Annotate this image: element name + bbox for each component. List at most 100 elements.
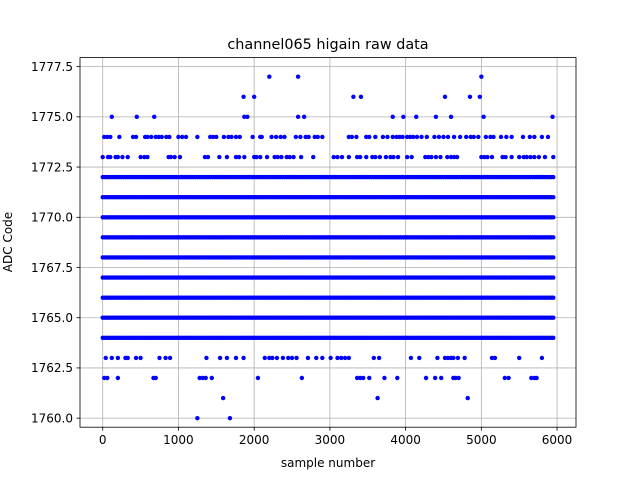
y-tick-label: 1762.5 xyxy=(31,361,73,375)
data-point xyxy=(258,154,263,160)
data-point xyxy=(109,114,115,120)
data-point xyxy=(270,355,275,361)
y-axis-label: ADC Code xyxy=(1,212,15,272)
data-point xyxy=(464,134,469,140)
data-point xyxy=(441,134,446,140)
data-point xyxy=(371,355,377,361)
data-point xyxy=(205,154,211,160)
data-point xyxy=(433,114,439,120)
x-tick-label: 0 xyxy=(99,433,107,447)
data-point xyxy=(423,154,428,160)
data-point xyxy=(551,295,556,300)
data-point xyxy=(102,134,107,140)
data-point xyxy=(279,154,284,160)
data-point xyxy=(498,134,504,140)
data-point xyxy=(509,134,514,140)
data-point xyxy=(120,154,125,160)
data-point xyxy=(242,154,247,160)
data-point xyxy=(502,375,508,381)
data-point xyxy=(197,375,202,381)
x-tick-label: 2000 xyxy=(239,433,270,447)
data-point xyxy=(177,154,183,160)
data-point xyxy=(203,375,208,381)
data-point xyxy=(259,134,264,140)
data-point xyxy=(267,74,272,79)
data-point xyxy=(471,134,476,140)
data-point xyxy=(157,355,162,361)
data-point xyxy=(435,355,440,361)
data-point xyxy=(349,134,355,140)
data-point xyxy=(224,355,230,361)
data-point xyxy=(532,134,537,140)
data-point xyxy=(204,355,209,361)
data-point xyxy=(509,154,514,160)
data-point xyxy=(433,154,439,160)
data-point xyxy=(108,154,113,160)
data-point xyxy=(287,154,292,160)
data-point xyxy=(284,154,289,160)
data-point xyxy=(133,355,139,361)
data-point xyxy=(168,154,174,160)
data-point xyxy=(542,154,548,160)
data-point xyxy=(503,154,508,160)
data-point xyxy=(551,235,556,240)
data-point xyxy=(432,134,437,140)
data-point xyxy=(361,375,366,381)
data-point xyxy=(426,154,431,160)
x-axis-ticks: 0 1000 2000 3000 4000 5000 6000 xyxy=(99,427,572,447)
data-point xyxy=(517,154,522,160)
data-point xyxy=(358,94,364,99)
data-point xyxy=(400,134,405,140)
data-point xyxy=(109,355,115,361)
data-point xyxy=(251,94,257,99)
y-tick-label: 1777.5 xyxy=(31,60,73,74)
data-point xyxy=(395,154,401,160)
data-point xyxy=(476,134,481,140)
data-point xyxy=(551,335,556,341)
data-point xyxy=(479,74,484,79)
data-point xyxy=(267,355,272,361)
data-point xyxy=(483,134,489,140)
data-point xyxy=(527,134,533,140)
y-tick-label: 1765.0 xyxy=(31,311,73,325)
data-point xyxy=(445,134,451,140)
data-point xyxy=(145,154,150,160)
data-point xyxy=(236,154,242,160)
data-point xyxy=(176,134,181,140)
data-point xyxy=(373,154,378,160)
data-point xyxy=(445,355,451,361)
data-point xyxy=(536,154,542,160)
data-point xyxy=(241,355,246,361)
data-point xyxy=(208,134,213,140)
data-point xyxy=(394,134,399,140)
data-point xyxy=(451,154,457,160)
data-point xyxy=(485,154,490,160)
data-point xyxy=(211,134,216,140)
data-point xyxy=(468,134,473,140)
data-point xyxy=(397,134,402,140)
data-point xyxy=(241,94,246,99)
data-point xyxy=(551,215,556,220)
data-point xyxy=(172,154,177,160)
data-point xyxy=(354,134,359,140)
data-point xyxy=(159,134,164,140)
data-point xyxy=(424,134,430,140)
x-tick-label: 3000 xyxy=(315,433,346,447)
data-point xyxy=(492,355,498,361)
data-point xyxy=(180,134,185,140)
data-point xyxy=(414,134,420,140)
data-point xyxy=(102,375,107,381)
data-point xyxy=(138,355,143,361)
data-point xyxy=(209,375,214,381)
data-point xyxy=(314,355,319,361)
data-points xyxy=(100,74,556,421)
data-point xyxy=(298,134,303,140)
data-point xyxy=(408,355,414,361)
data-point xyxy=(477,94,483,99)
data-point xyxy=(103,355,108,361)
y-tick-label: 1770.0 xyxy=(31,211,73,225)
data-point xyxy=(195,134,200,140)
data-point xyxy=(226,134,231,140)
data-point xyxy=(354,375,360,381)
